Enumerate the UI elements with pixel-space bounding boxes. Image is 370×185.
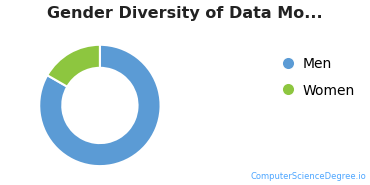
Legend: Men, Women: Men, Women — [281, 53, 359, 102]
Wedge shape — [39, 45, 161, 166]
Text: ComputerScienceDegree.io: ComputerScienceDegree.io — [250, 172, 366, 181]
Text: 83.3%: 83.3% — [88, 124, 121, 134]
Text: Gender Diversity of Data Mo...: Gender Diversity of Data Mo... — [47, 6, 323, 21]
Wedge shape — [47, 45, 100, 87]
